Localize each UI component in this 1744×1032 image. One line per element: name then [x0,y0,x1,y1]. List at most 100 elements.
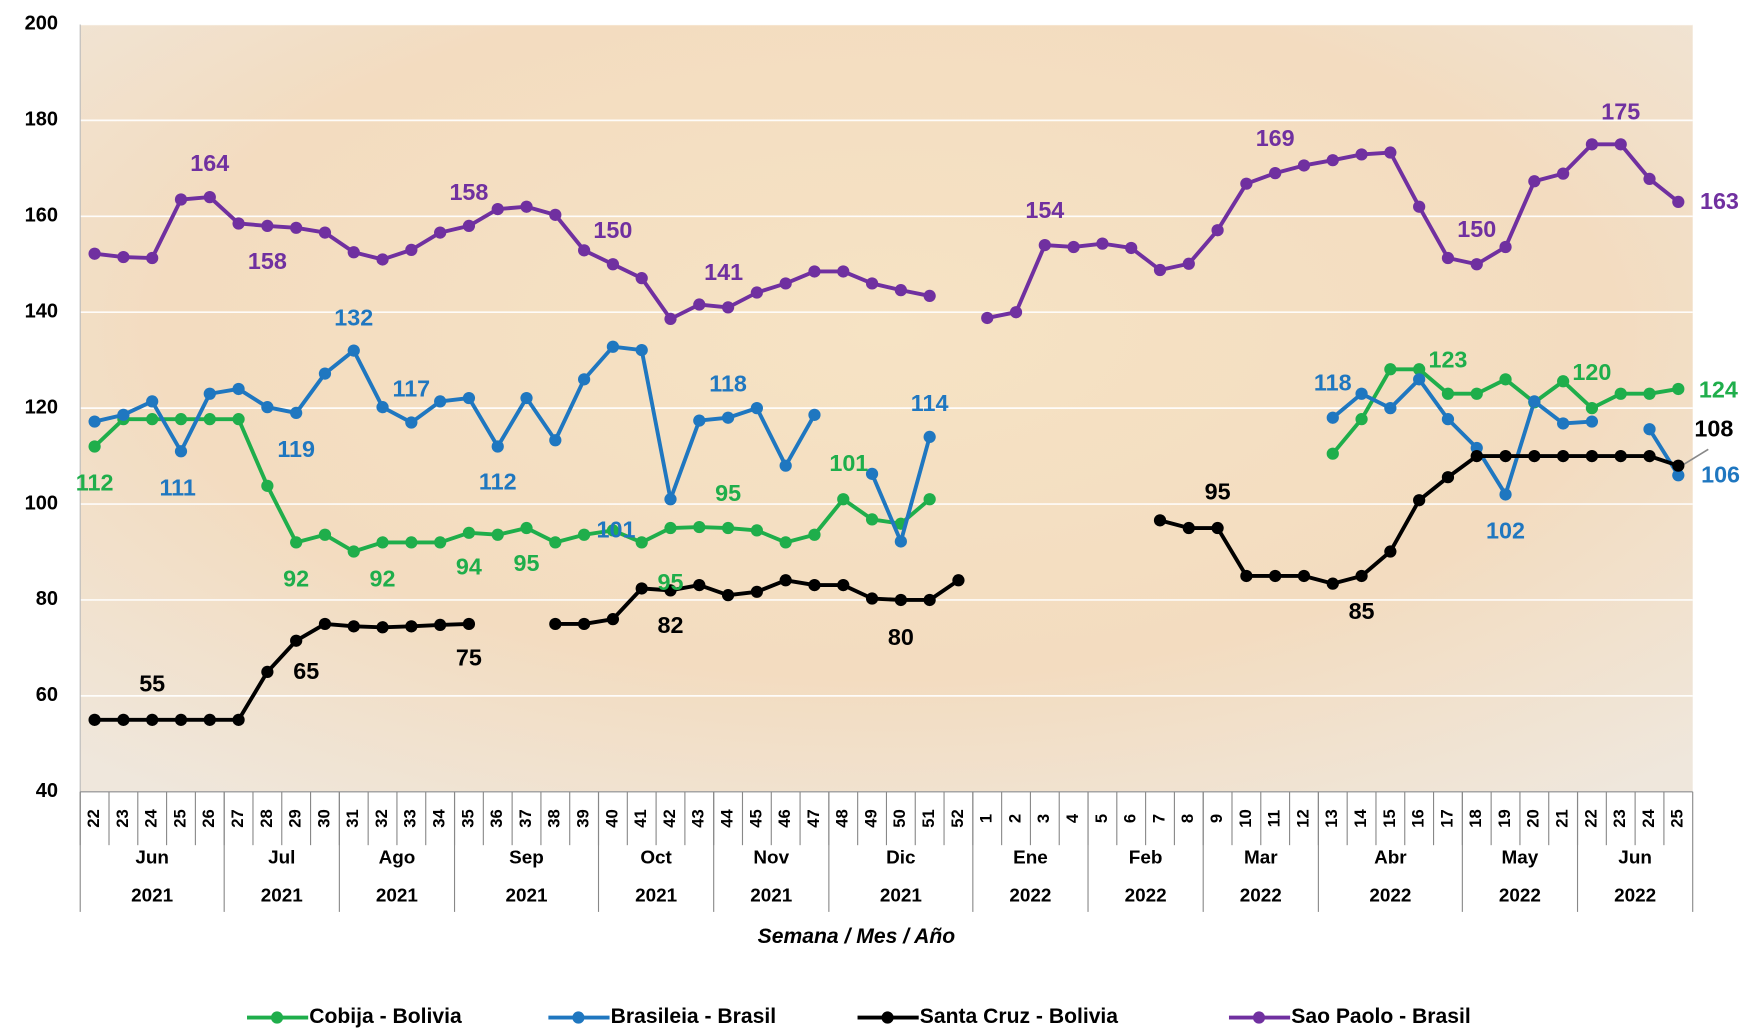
data-point [434,536,447,549]
x-tick-label: 33 [401,809,420,828]
x-tick-label: 43 [689,809,708,828]
data-point [635,582,648,595]
data-point [1528,175,1541,188]
legend-label: Brasileia - Brasil [611,1005,776,1028]
data-label: 118 [709,371,747,397]
data-point [347,545,360,558]
data-point [1009,306,1023,319]
x-tick-label: 23 [1610,809,1629,828]
data-point [1528,395,1541,408]
x-tick-label: 18 [1466,809,1485,828]
data-point [376,401,389,414]
data-point [1470,387,1483,400]
data-point [1643,387,1656,400]
y-tick-label: 60 [36,684,58,706]
data-point [232,413,245,426]
data-point [232,217,245,230]
data-point [1557,375,1570,388]
x-tick-label: 30 [314,809,333,828]
data-point [203,413,216,426]
data-point [1643,423,1656,436]
month-label: Feb [1129,848,1163,869]
y-tick-label: 160 [25,205,58,227]
data-point [1585,138,1599,151]
x-tick-label: 3 [1034,814,1053,823]
data-point [1269,569,1282,583]
data-label: 150 [1457,216,1496,242]
data-label: 65 [293,658,319,684]
x-tick-label: 22 [84,809,103,828]
data-point [376,253,389,266]
data-point [1672,469,1685,482]
data-point [462,617,476,631]
data-point [1557,417,1570,430]
legend-marker [572,1011,585,1024]
year-label: 2021 [261,885,303,906]
x-tick-label: 27 [228,809,247,828]
x-tick-label: 45 [746,809,765,828]
data-point [1528,449,1541,463]
data-point [837,265,850,278]
data-point [750,585,763,598]
data-point [318,226,332,239]
data-point [1384,146,1397,159]
x-tick-label: 28 [257,809,276,828]
x-tick-label: 1 [977,814,996,823]
data-point [923,593,936,607]
data-point [174,713,188,726]
data-point [1441,471,1455,484]
data-point [491,440,504,453]
data-point [923,430,936,444]
x-tick-label: 13 [1322,809,1341,828]
data-point [1413,494,1426,507]
data-label: 169 [1256,125,1295,151]
data-point [1269,167,1282,180]
data-label: 111 [159,474,195,500]
x-tick-label: 11 [1265,810,1284,828]
legend-label: Santa Cruz - Bolivia [920,1005,1118,1028]
data-point [174,413,188,426]
data-point [318,367,332,380]
month-label: Oct [640,848,672,869]
year-label: 2022 [1369,885,1411,906]
data-point [549,434,562,447]
data-point [1413,363,1426,376]
legend-marker [881,1011,894,1024]
data-point [894,593,907,607]
data-point [520,200,533,213]
data-point [1672,382,1685,396]
data-point [261,401,274,414]
data-point [1557,167,1570,180]
data-label: 101 [829,450,868,476]
data-point [1643,449,1656,463]
data-point [894,284,907,297]
data-point [981,311,994,325]
data-point [1240,569,1253,583]
x-tick-label: 6 [1121,814,1140,823]
x-tick-label: 20 [1524,809,1543,828]
x-tick-label: 40 [602,809,621,828]
x-tick-label: 36 [487,809,506,828]
data-point [203,190,216,204]
data-label: 75 [456,645,482,671]
x-tick-label: 44 [717,808,736,827]
data-point [232,382,245,396]
y-tick-label: 80 [36,588,58,610]
data-point [261,479,274,492]
month-label: Ene [1013,848,1048,869]
data-point [1499,240,1512,254]
data-point [203,713,216,726]
data-point [318,617,332,631]
data-label: 175 [1601,98,1640,124]
data-point [1153,514,1167,527]
x-tick-label: 17 [1437,809,1456,828]
data-point [146,251,159,265]
y-tick-label: 180 [25,109,58,131]
data-point [1038,238,1051,252]
data-point [808,578,821,592]
data-point [491,202,504,216]
data-point [88,713,101,726]
data-point [721,411,735,424]
data-point [1326,447,1339,460]
year-label: 2021 [131,885,173,906]
